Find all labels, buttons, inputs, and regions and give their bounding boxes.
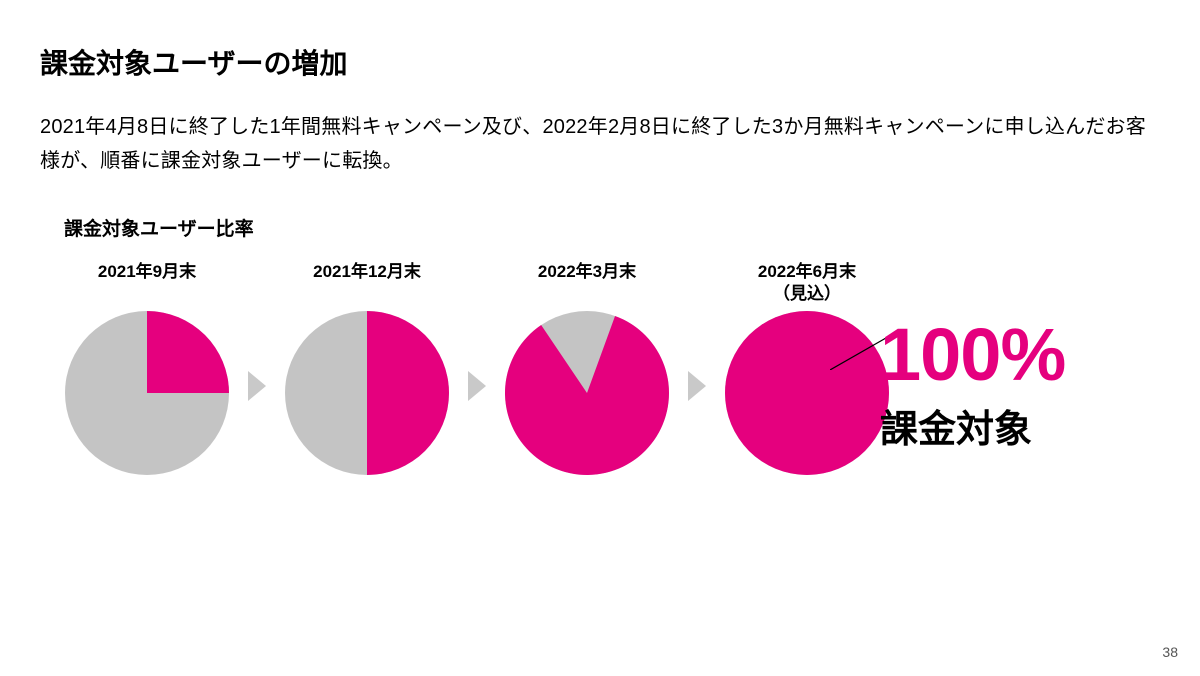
pie-chart [283,309,451,477]
arrow-icon [682,261,712,401]
chart-label: 2022年3月末 [538,261,636,309]
chart-label: 2022年6月末 （見込） [758,261,856,309]
callout-sub: 課金対象 [880,398,1032,453]
slide-description: 2021年4月8日に終了した1年間無料キャンペーン及び、2022年2月8日に終了… [40,110,1160,178]
chart-cell: 2021年12月末 [272,261,462,477]
pie-chart [63,309,231,477]
charts-subtitle: 課金対象ユーザー比率 [64,214,1160,241]
page-number: 38 [1162,644,1178,660]
chart-cell: 2022年3月末 [492,261,682,477]
callout-percent: 100% [880,318,1065,392]
chart-label: 2021年12月末 [313,261,421,309]
arrow-icon [462,261,492,401]
chart-cell: 2022年6月末 （見込） [712,261,902,477]
chart-label: 2021年9月末 [98,261,196,309]
callout-block: 100% 課金対象 [880,318,1065,453]
slide-title: 課金対象ユーザーの増加 [40,42,1160,82]
pie-chart [723,309,891,477]
arrow-icon [242,261,272,401]
chart-cell: 2021年9月末 [52,261,242,477]
pie-chart [503,309,671,477]
